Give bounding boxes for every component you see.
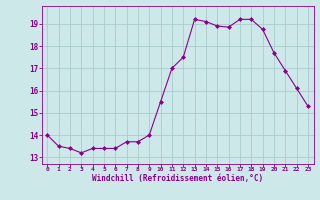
X-axis label: Windchill (Refroidissement éolien,°C): Windchill (Refroidissement éolien,°C) (92, 174, 263, 183)
